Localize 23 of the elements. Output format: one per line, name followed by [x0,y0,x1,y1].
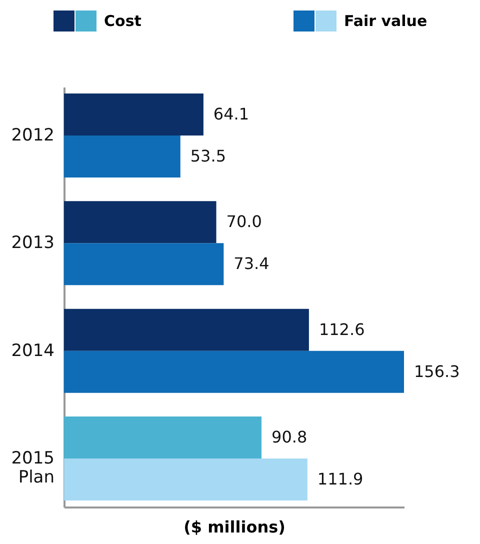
data-label: 90.8 [272,428,308,447]
y-tick-label: 2015 Plan [11,448,54,488]
data-label: 111.9 [317,470,364,489]
data-label: 70.0 [226,212,262,232]
data-label: 64.1 [213,104,250,124]
x-axis-title: ($ millions) [184,518,286,536]
data-label: 112.6 [318,320,365,339]
y-tick-label: 2013 [11,233,54,254]
legend-label: Fair value [344,12,428,30]
bar [64,308,309,351]
data-label: 156.3 [414,362,460,381]
bar [64,350,404,393]
bar [64,243,224,286]
y-tick-label: 2012 [11,125,54,146]
bar [64,201,216,244]
data-label: 53.5 [190,146,226,166]
bar [64,416,262,459]
bar [64,93,204,136]
bar [64,135,180,178]
y-tick-label: 2014 [11,340,54,361]
legend-label: Cost [104,12,142,30]
data-label: 73.4 [234,254,270,274]
bar [64,458,308,501]
